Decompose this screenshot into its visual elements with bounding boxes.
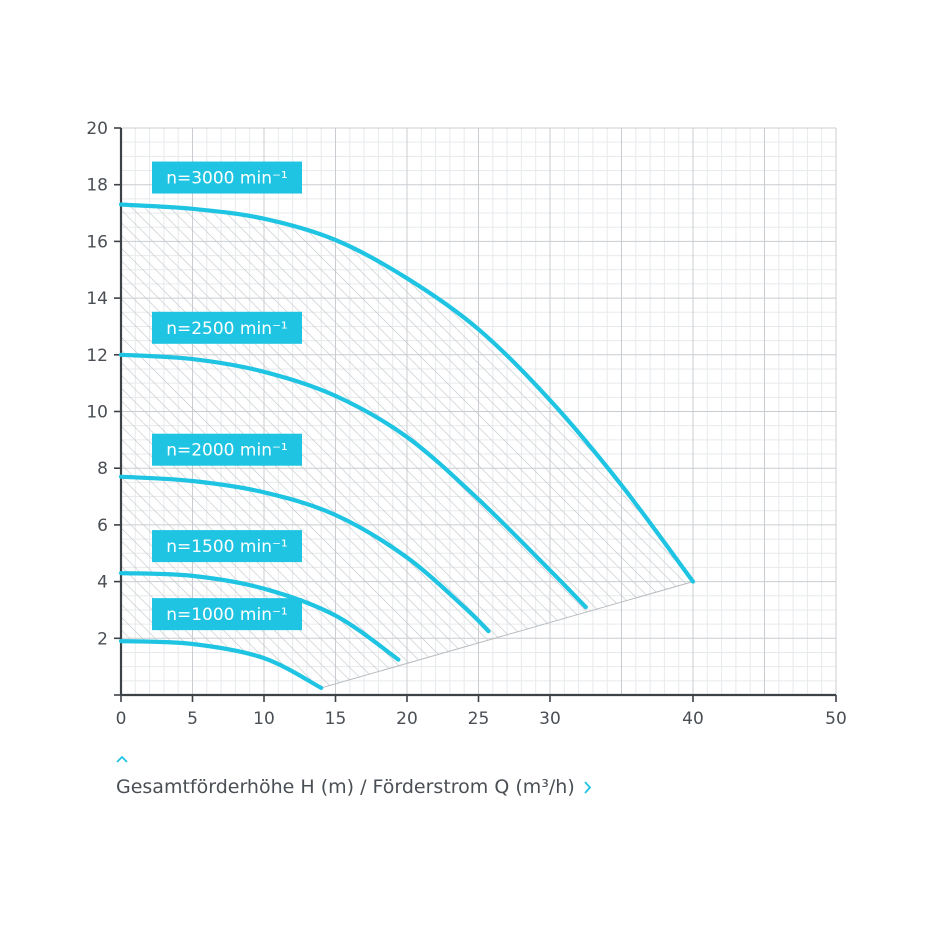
y-tick-label: 2 bbox=[97, 629, 108, 649]
y-tick-label: 14 bbox=[86, 289, 108, 309]
y-axis-ticks: 2 4 6 8 10 12 14 16 18 20 bbox=[86, 119, 121, 696]
y-tick-label: 4 bbox=[97, 573, 108, 593]
series-label-box bbox=[152, 530, 302, 563]
x-tick-label: 40 bbox=[682, 709, 704, 729]
series-label-box bbox=[152, 311, 302, 344]
x-tick-label: 0 bbox=[116, 709, 127, 729]
y-tick-label: 18 bbox=[86, 176, 108, 196]
y-tick-label: 16 bbox=[86, 232, 108, 252]
speed-curve bbox=[118, 352, 588, 610]
series-label-box bbox=[152, 598, 302, 631]
y-tick-label: 20 bbox=[86, 119, 108, 139]
x-tick-label: 50 bbox=[825, 709, 847, 729]
caption-text: Gesamtförderhöhe H (m) / Förderstrom Q (… bbox=[116, 776, 575, 798]
chart-caption: Gesamtförderhöhe H (m) / Förderstrom Q (… bbox=[116, 776, 592, 798]
series-label-box bbox=[152, 161, 302, 194]
chevron-right-icon[interactable] bbox=[583, 777, 592, 797]
speed-curve bbox=[118, 474, 491, 634]
series-label: n=1500 min⁻¹ bbox=[166, 537, 288, 557]
series-label: n=1000 min⁻¹ bbox=[166, 605, 288, 625]
x-tick-label: 15 bbox=[325, 709, 347, 729]
x-tick-label: 20 bbox=[396, 709, 418, 729]
x-tick-label: 10 bbox=[253, 709, 275, 729]
x-tick-label: 5 bbox=[187, 709, 198, 729]
operating-region-edge bbox=[321, 581, 694, 689]
series-label: n=3000 min⁻¹ bbox=[166, 169, 288, 189]
series-label: n=2500 min⁻¹ bbox=[166, 319, 288, 339]
x-tick-label: 25 bbox=[468, 709, 490, 729]
speed-curve bbox=[118, 639, 324, 690]
y-tick-label: 8 bbox=[97, 459, 108, 479]
x-axis-ticks: 0 5 10 15 20 25 30 40 50 bbox=[116, 695, 847, 729]
series-label-box bbox=[152, 433, 302, 466]
speed-curve bbox=[118, 571, 401, 662]
y-tick-label: 6 bbox=[97, 516, 108, 536]
series-label: n=2000 min⁻¹ bbox=[166, 441, 288, 461]
x-tick-label: 30 bbox=[539, 709, 561, 729]
series-labels: n=3000 min⁻¹ n=2500 min⁻¹ n=2000 min⁻¹ n=15… bbox=[152, 161, 302, 631]
speed-curve bbox=[118, 202, 696, 584]
chevron-up-icon[interactable] bbox=[116, 750, 128, 766]
y-tick-label: 12 bbox=[86, 346, 108, 366]
speed-curves bbox=[118, 202, 696, 690]
y-tick-label: 10 bbox=[86, 403, 108, 423]
